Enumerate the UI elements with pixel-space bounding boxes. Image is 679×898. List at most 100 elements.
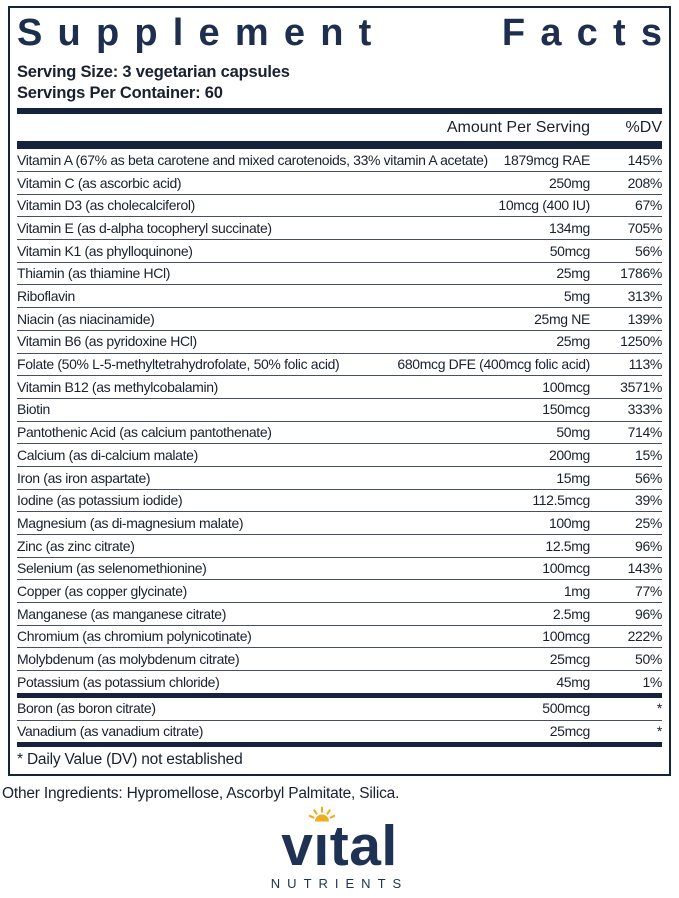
table-row: Magnesium (as di-magnesium malate) 100mg… bbox=[17, 512, 662, 535]
nutrient-name: Calcium (as di-calcium malate) bbox=[17, 446, 198, 463]
logo-word-i: ı bbox=[313, 814, 330, 879]
table-row: Iron (as iron aspartate) 15mg 56% bbox=[17, 467, 662, 490]
nutrient-name: Vitamin A (67% as beta carotene and mixe… bbox=[17, 151, 488, 168]
nutrient-amount: 25mg bbox=[556, 333, 590, 350]
panel-title: Supplement Facts bbox=[17, 14, 662, 53]
nutrient-name: Riboflavin bbox=[17, 288, 75, 305]
supplement-facts-panel: Supplement Facts Serving Size: 3 vegetar… bbox=[8, 6, 671, 777]
logo-wordmark: v ı tal bbox=[281, 806, 398, 879]
servings-per-container-line: Servings Per Container: 60 bbox=[17, 83, 223, 102]
title-word-facts: Facts bbox=[501, 12, 678, 54]
nutrient-amount: 25mg bbox=[556, 265, 590, 282]
nutrient-amount: 50mg bbox=[556, 424, 590, 441]
nutrient-name: Biotin bbox=[17, 401, 50, 418]
nutrient-dv: 3571% bbox=[620, 378, 662, 395]
nutrient-amount: 10mcg (400 IU) bbox=[498, 197, 590, 214]
nutrient-dv: 208% bbox=[627, 174, 663, 191]
serving-size-line: Serving Size: 3 vegetarian capsules bbox=[17, 62, 290, 81]
logo-word-post: tal bbox=[329, 814, 398, 879]
nutrient-amount: 50mcg bbox=[549, 242, 591, 259]
logo-subtext: NUTRIENTS bbox=[270, 876, 409, 892]
nutrient-amount: 134mg bbox=[548, 219, 590, 236]
nutrient-amount: 200mg bbox=[548, 446, 590, 463]
table-row: Potassium (as potassium chloride) 45mg 1… bbox=[17, 671, 662, 693]
nutrient-amount: 25mcg bbox=[549, 651, 591, 668]
table-row: Thiamin (as thiamine HCl) 25mg 1786% bbox=[17, 263, 662, 286]
nutrient-name: Pantothenic Acid (as calcium pantothenat… bbox=[17, 424, 272, 441]
nutrient-dv: 333% bbox=[627, 401, 663, 418]
table-row: Selenium (as selenomethionine) 100mcg 14… bbox=[17, 558, 662, 581]
table-row: Vitamin C (as ascorbic acid) 250mg 208% bbox=[17, 172, 662, 195]
nutrient-name: Chromium (as chromium polynicotinate) bbox=[17, 628, 252, 645]
table-row: Chromium (as chromium polynicotinate) 10… bbox=[17, 626, 662, 649]
divider-bar-top bbox=[17, 108, 662, 115]
table-row: Calcium (as di-calcium malate) 200mg 15% bbox=[17, 444, 662, 467]
nutrient-name: Molybdenum (as molybdenum citrate) bbox=[17, 651, 240, 668]
table-row: Vitamin B6 (as pyridoxine HCl) 25mg 1250… bbox=[17, 331, 662, 354]
nutrient-dv: 25% bbox=[635, 514, 662, 531]
nutrient-name: Manganese (as manganese citrate) bbox=[17, 605, 227, 622]
nutrient-name: Folate (50% L-5-methyltetrahydrofolate, … bbox=[17, 356, 340, 373]
nutrient-name: Zinc (as zinc citrate) bbox=[17, 537, 135, 554]
nutrient-name: Vitamin E (as d-alpha tocopheryl succina… bbox=[17, 219, 272, 236]
nutrient-name: Vitamin B6 (as pyridoxine HCl) bbox=[17, 333, 197, 350]
nutrient-dv: 56% bbox=[635, 242, 662, 259]
table-header-row: Amount Per Serving %DV bbox=[17, 114, 662, 141]
nutrient-amount: 5mg bbox=[563, 288, 591, 305]
nutrient-name: Vitamin C (as ascorbic acid) bbox=[17, 174, 182, 191]
nutrient-dv: 50% bbox=[635, 651, 662, 668]
nutrient-dv: 96% bbox=[635, 537, 662, 554]
logo-letter-i: ı bbox=[308, 806, 335, 875]
nutrient-name: Vitamin B12 (as methylcobalamin) bbox=[17, 378, 218, 395]
other-ingredients-text: Other Ingredients: Hypromellose, Ascorby… bbox=[2, 785, 400, 803]
nutrient-amount: 100mg bbox=[548, 514, 590, 531]
nutrient-dv: 77% bbox=[635, 582, 662, 599]
nutrient-name: Potassium (as potassium chloride) bbox=[17, 673, 220, 690]
nutrient-dv: 1250% bbox=[620, 333, 662, 350]
brand-logo: v ı tal NUTRIENTS bbox=[0, 806, 679, 892]
table-row: Folate (50% L-5-methyltetrahydrofolate, … bbox=[17, 354, 662, 377]
nutrient-dv: 705% bbox=[627, 219, 663, 236]
table-row: Copper (as copper glycinate) 1mg 77% bbox=[17, 580, 662, 604]
nutrient-amount: 25mg NE bbox=[534, 310, 590, 327]
nutrient-dv: 39% bbox=[635, 492, 662, 509]
table-row: Manganese (as manganese citrate) 2.5mg 9… bbox=[17, 603, 662, 626]
nutrient-name: Selenium (as selenomethionine) bbox=[17, 560, 207, 577]
nutrient-name: Iron (as iron aspartate) bbox=[17, 469, 151, 486]
nutrient-dv: 222% bbox=[627, 628, 663, 645]
table-row: Boron (as boron citrate) 500mcg * bbox=[17, 698, 662, 721]
table-row: Niacin (as niacinamide) 25mg NE 139% bbox=[17, 308, 662, 331]
nutrient-dv: 145% bbox=[627, 151, 663, 168]
nutrient-name: Niacin (as niacinamide) bbox=[17, 310, 155, 327]
nutrient-amount: 100mcg bbox=[542, 628, 590, 645]
secondary-nutrient-rows: Boron (as boron citrate) 500mcg * Vanadi… bbox=[17, 698, 662, 742]
nutrient-amount: 45mg bbox=[556, 673, 590, 690]
nutrient-dv: 143% bbox=[627, 560, 663, 577]
divider-bar-bottom bbox=[17, 742, 662, 748]
nutrient-amount: 100mcg bbox=[542, 378, 590, 395]
table-row: Vanadium (as vanadium citrate) 25mcg * bbox=[17, 721, 662, 743]
sun-icon bbox=[308, 806, 335, 822]
nutrient-amount: 250mg bbox=[548, 174, 590, 191]
divider-bar-mid bbox=[17, 692, 662, 698]
nutrient-amount: 25mcg bbox=[549, 723, 591, 740]
nutrient-dv: 139% bbox=[627, 310, 663, 327]
table-row: Pantothenic Acid (as calcium pantothenat… bbox=[17, 422, 662, 445]
supplement-label-page: Supplement Facts Serving Size: 3 vegetar… bbox=[0, 6, 679, 891]
table-row: Biotin 150mcg 333% bbox=[17, 399, 662, 422]
nutrient-amount: 500mcg bbox=[542, 700, 590, 717]
nutrient-amount: 15mg bbox=[556, 469, 590, 486]
table-row: Vitamin E (as d-alpha tocopheryl succina… bbox=[17, 217, 663, 241]
table-row: Vitamin B12 (as methylcobalamin) 100mcg … bbox=[17, 376, 662, 399]
nutrient-rows: Vitamin A (67% as beta carotene and mixe… bbox=[17, 149, 662, 693]
table-row: Vitamin D3 (as cholecalciferol) 10mcg (4… bbox=[17, 195, 662, 218]
nutrient-dv: 15% bbox=[635, 446, 662, 463]
nutrient-dv: 714% bbox=[627, 424, 663, 441]
nutrient-amount: 150mcg bbox=[542, 401, 590, 418]
nutrient-dv: 113% bbox=[628, 356, 663, 373]
nutrient-name: Thiamin (as thiamine HCl) bbox=[17, 265, 171, 282]
table-row: Riboflavin 5mg 313% bbox=[17, 285, 662, 309]
nutrient-amount: 680mcg DFE (400mcg folic acid) bbox=[397, 356, 590, 373]
nutrient-amount: 12.5mg bbox=[545, 537, 590, 554]
table-row: Vitamin K1 (as phylloquinone) 50mcg 56% bbox=[17, 240, 662, 263]
